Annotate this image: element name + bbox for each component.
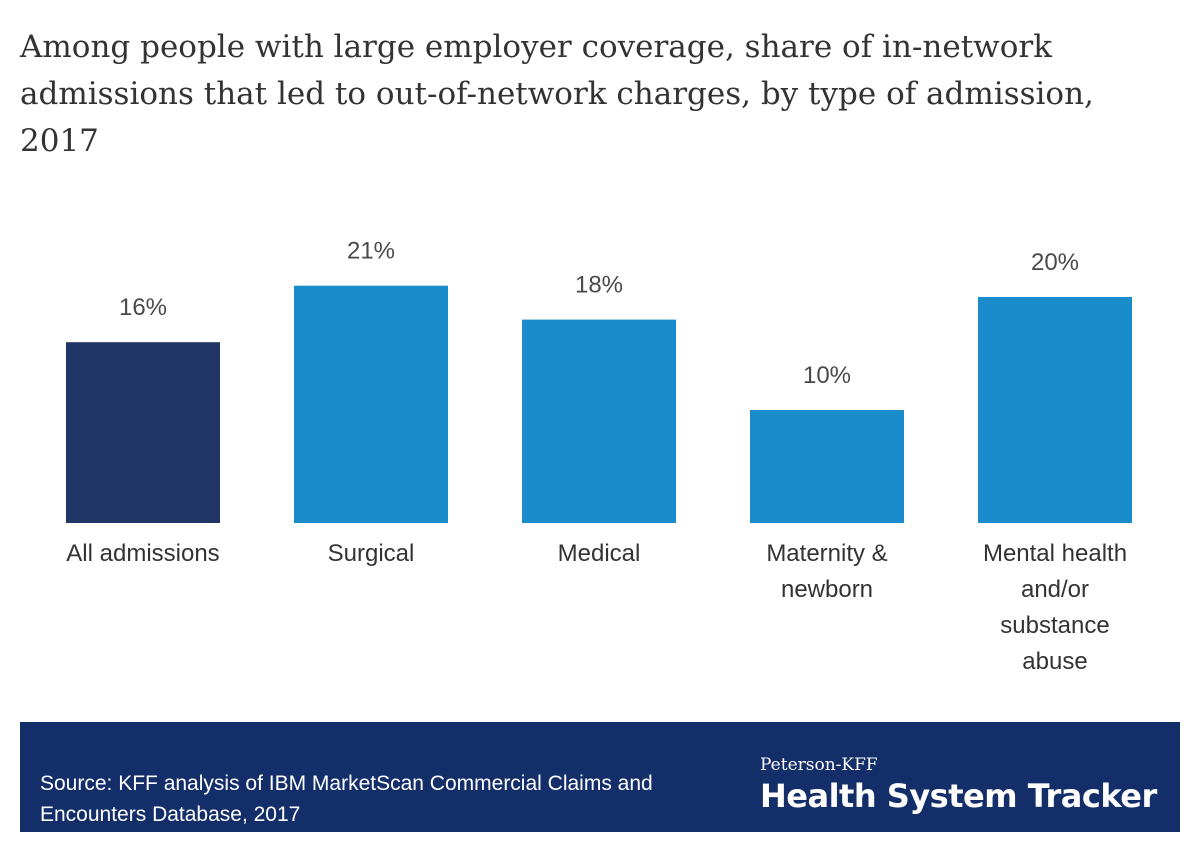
- category-labels-group: All admissions Surgical Medical Maternity &…: [66, 540, 1127, 675]
- chart-title: Among people with large employer coverag…: [20, 29, 1094, 159]
- category-label-5-line-4: abuse: [1022, 648, 1087, 675]
- bar-1: [66, 342, 220, 523]
- bar-5: [978, 297, 1132, 523]
- category-label-2-line-1: Surgical: [328, 540, 415, 567]
- category-label-3-line-1: Medical: [558, 540, 641, 567]
- brand-main-text: Health System Tracker: [760, 777, 1157, 815]
- value-label-4: 10%: [803, 362, 851, 389]
- category-label-5-line-3: substance: [1000, 612, 1109, 639]
- brand-top-text: Peterson-KFF: [760, 755, 878, 775]
- source-note: Source: KFF analysis of IBM MarketScan C…: [40, 772, 653, 826]
- value-labels-group: 16% 21% 18% 10% 20%: [119, 238, 1079, 389]
- value-label-5: 20%: [1031, 249, 1079, 276]
- brand-logo: Peterson-KFF Health System Tracker: [760, 754, 1170, 816]
- bar-3: [522, 319, 676, 523]
- category-label-4-line-2: newborn: [781, 576, 873, 603]
- category-label-5-line-2: and/or: [1021, 576, 1089, 603]
- value-label-1: 16%: [119, 294, 167, 321]
- bar-4: [750, 410, 904, 523]
- footer-banner: Source: KFF analysis of IBM MarketScan C…: [20, 722, 1180, 832]
- bar-chart: 16% 21% 18% 10% 20% All admissions Surgical Me…: [66, 238, 1132, 675]
- value-label-3: 18%: [575, 272, 623, 299]
- bars-group: [66, 285, 1132, 523]
- category-label-5-line-1: Mental health: [983, 540, 1127, 567]
- category-label-4-line-1: Maternity &: [766, 540, 887, 567]
- value-label-2: 21%: [347, 238, 395, 265]
- bar-2: [294, 285, 448, 523]
- category-label-1-line-1: All admissions: [66, 540, 219, 567]
